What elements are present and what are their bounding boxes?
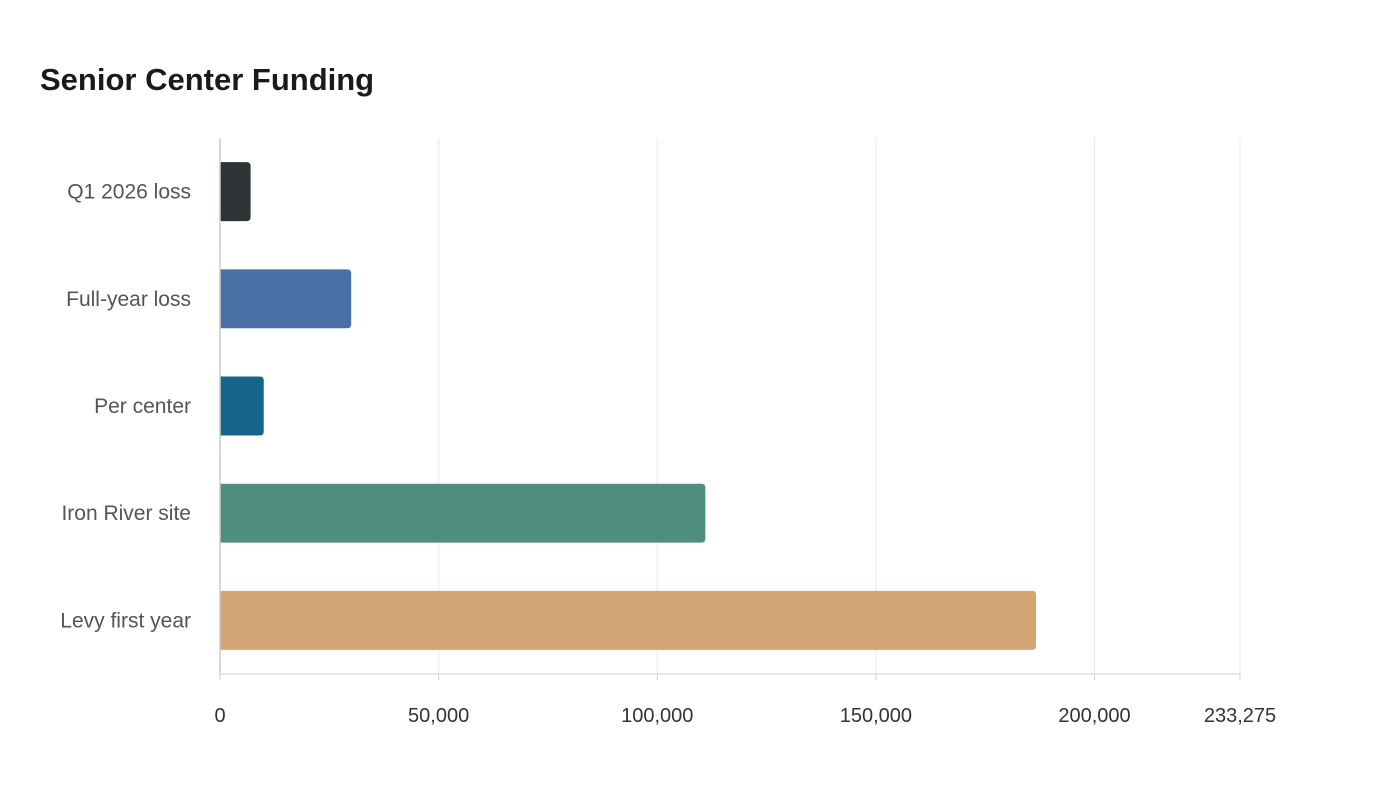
category-label: Levy first year (60, 609, 191, 632)
grid-lines (438, 138, 1241, 674)
x-tick-label: 50,000 (408, 705, 469, 727)
chart-title: Senior Center Funding (40, 62, 375, 97)
x-tick-label: 150,000 (840, 705, 912, 727)
category-label: Q1 2026 loss (67, 181, 191, 204)
x-tick-label: 233,275 (1204, 705, 1276, 727)
bar (220, 376, 264, 436)
x-tick-label: 200,000 (1058, 705, 1130, 727)
labels: 0 50,000 100,000 150,000 200,000 233,275 Q1 20… (60, 181, 1276, 727)
bar (220, 590, 1037, 650)
bar (220, 162, 251, 222)
category-label: Per center (94, 395, 191, 418)
axes (219, 138, 1241, 680)
category-label: Iron River site (61, 502, 191, 525)
bars (220, 162, 1037, 650)
category-label: Full-year loss (66, 288, 191, 311)
bar (220, 483, 706, 543)
x-tick-label: 100,000 (621, 705, 693, 727)
x-tick-label: 0 (214, 705, 225, 727)
bar (220, 269, 352, 329)
